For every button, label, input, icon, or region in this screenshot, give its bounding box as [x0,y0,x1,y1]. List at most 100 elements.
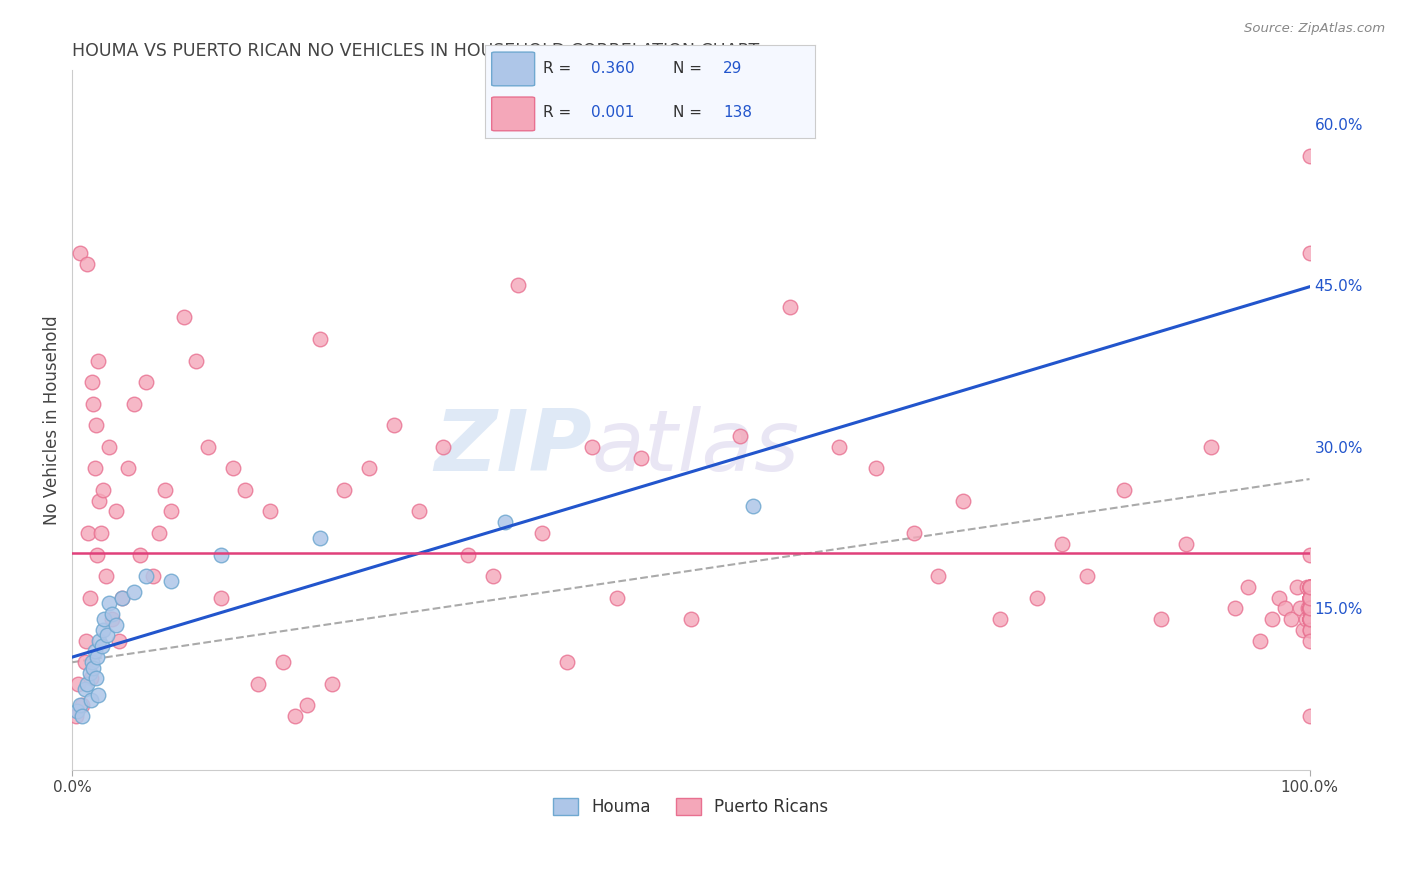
Text: R =: R = [543,105,576,120]
Puerto Ricans [1298,612,1320,626]
Puerto Ricans [1298,580,1320,594]
Puerto Ricans [209,591,232,605]
Houma [80,693,103,707]
Text: 0.001: 0.001 [591,105,634,120]
Puerto Ricans [1298,591,1320,605]
Houma [84,672,107,686]
Puerto Ricans [153,483,176,497]
Puerto Ricans [1026,591,1049,605]
Houma [87,688,110,702]
Houma [209,548,232,562]
Puerto Ricans [1261,612,1284,626]
Puerto Ricans [1298,580,1320,594]
Puerto Ricans [284,709,307,723]
Puerto Ricans [1298,601,1320,615]
Puerto Ricans [432,440,454,454]
Puerto Ricans [1298,591,1320,605]
Puerto Ricans [1298,580,1320,594]
Puerto Ricans [1298,591,1320,605]
Houma [83,644,105,658]
Puerto Ricans [1298,612,1320,626]
Puerto Ricans [80,375,103,389]
Puerto Ricans [1298,591,1320,605]
Puerto Ricans [148,525,170,540]
Puerto Ricans [865,461,887,475]
Puerto Ricans [1298,149,1320,163]
Houma [76,677,98,691]
Puerto Ricans [1298,612,1320,626]
Puerto Ricans [1298,580,1320,594]
Houma [86,649,108,664]
Puerto Ricans [952,493,974,508]
Puerto Ricans [1298,601,1320,615]
Puerto Ricans [927,569,949,583]
Text: atlas: atlas [592,407,800,490]
Puerto Ricans [1267,591,1289,605]
Puerto Ricans [1112,483,1135,497]
Puerto Ricans [408,504,430,518]
Puerto Ricans [87,353,110,368]
Puerto Ricans [82,397,104,411]
Puerto Ricans [1298,601,1320,615]
Puerto Ricans [1298,612,1320,626]
Puerto Ricans [91,483,114,497]
Houma [104,617,127,632]
Puerto Ricans [67,677,90,691]
FancyBboxPatch shape [492,52,534,86]
Puerto Ricans [259,504,281,518]
Puerto Ricans [1174,537,1197,551]
Puerto Ricans [75,633,97,648]
Puerto Ricans [1279,612,1302,626]
Puerto Ricans [79,591,101,605]
Puerto Ricans [86,548,108,562]
Puerto Ricans [308,332,330,346]
Text: HOUMA VS PUERTO RICAN NO VEHICLES IN HOUSEHOLD CORRELATION CHART: HOUMA VS PUERTO RICAN NO VEHICLES IN HOU… [72,42,759,60]
Puerto Ricans [111,591,134,605]
Puerto Ricans [108,633,131,648]
Puerto Ricans [1298,580,1320,594]
Puerto Ricans [94,569,117,583]
Puerto Ricans [1296,580,1319,594]
Puerto Ricans [197,440,219,454]
Puerto Ricans [1298,591,1320,605]
Puerto Ricans [1298,623,1320,637]
Houma [89,633,111,648]
Puerto Ricans [1298,612,1320,626]
Puerto Ricans [77,525,100,540]
Houma [135,569,157,583]
Text: N =: N = [673,105,707,120]
Puerto Ricans [903,525,925,540]
Puerto Ricans [1298,612,1320,626]
Puerto Ricans [1298,601,1320,615]
Puerto Ricans [828,440,851,454]
Puerto Ricans [730,429,752,443]
Houma [82,660,104,674]
Puerto Ricans [89,493,111,508]
Puerto Ricans [104,504,127,518]
Puerto Ricans [1150,612,1173,626]
Houma [90,639,112,653]
Puerto Ricans [1288,601,1310,615]
Puerto Ricans [1298,601,1320,615]
Puerto Ricans [1298,601,1320,615]
Text: ZIP: ZIP [434,407,592,490]
Houma [96,628,118,642]
Puerto Ricans [160,504,183,518]
Puerto Ricans [101,612,124,626]
Puerto Ricans [1298,245,1320,260]
Puerto Ricans [142,569,165,583]
Puerto Ricans [73,655,96,669]
Houma [98,596,121,610]
Puerto Ricans [779,300,801,314]
Puerto Ricans [606,591,628,605]
Puerto Ricans [1298,601,1320,615]
Legend: Houma, Puerto Ricans: Houma, Puerto Ricans [546,789,837,825]
Puerto Ricans [297,698,319,713]
Puerto Ricans [1298,601,1320,615]
Puerto Ricans [83,461,105,475]
Puerto Ricans [1225,601,1247,615]
Puerto Ricans [679,612,702,626]
Puerto Ricans [1298,709,1320,723]
Puerto Ricans [117,461,139,475]
Houma [69,698,91,713]
